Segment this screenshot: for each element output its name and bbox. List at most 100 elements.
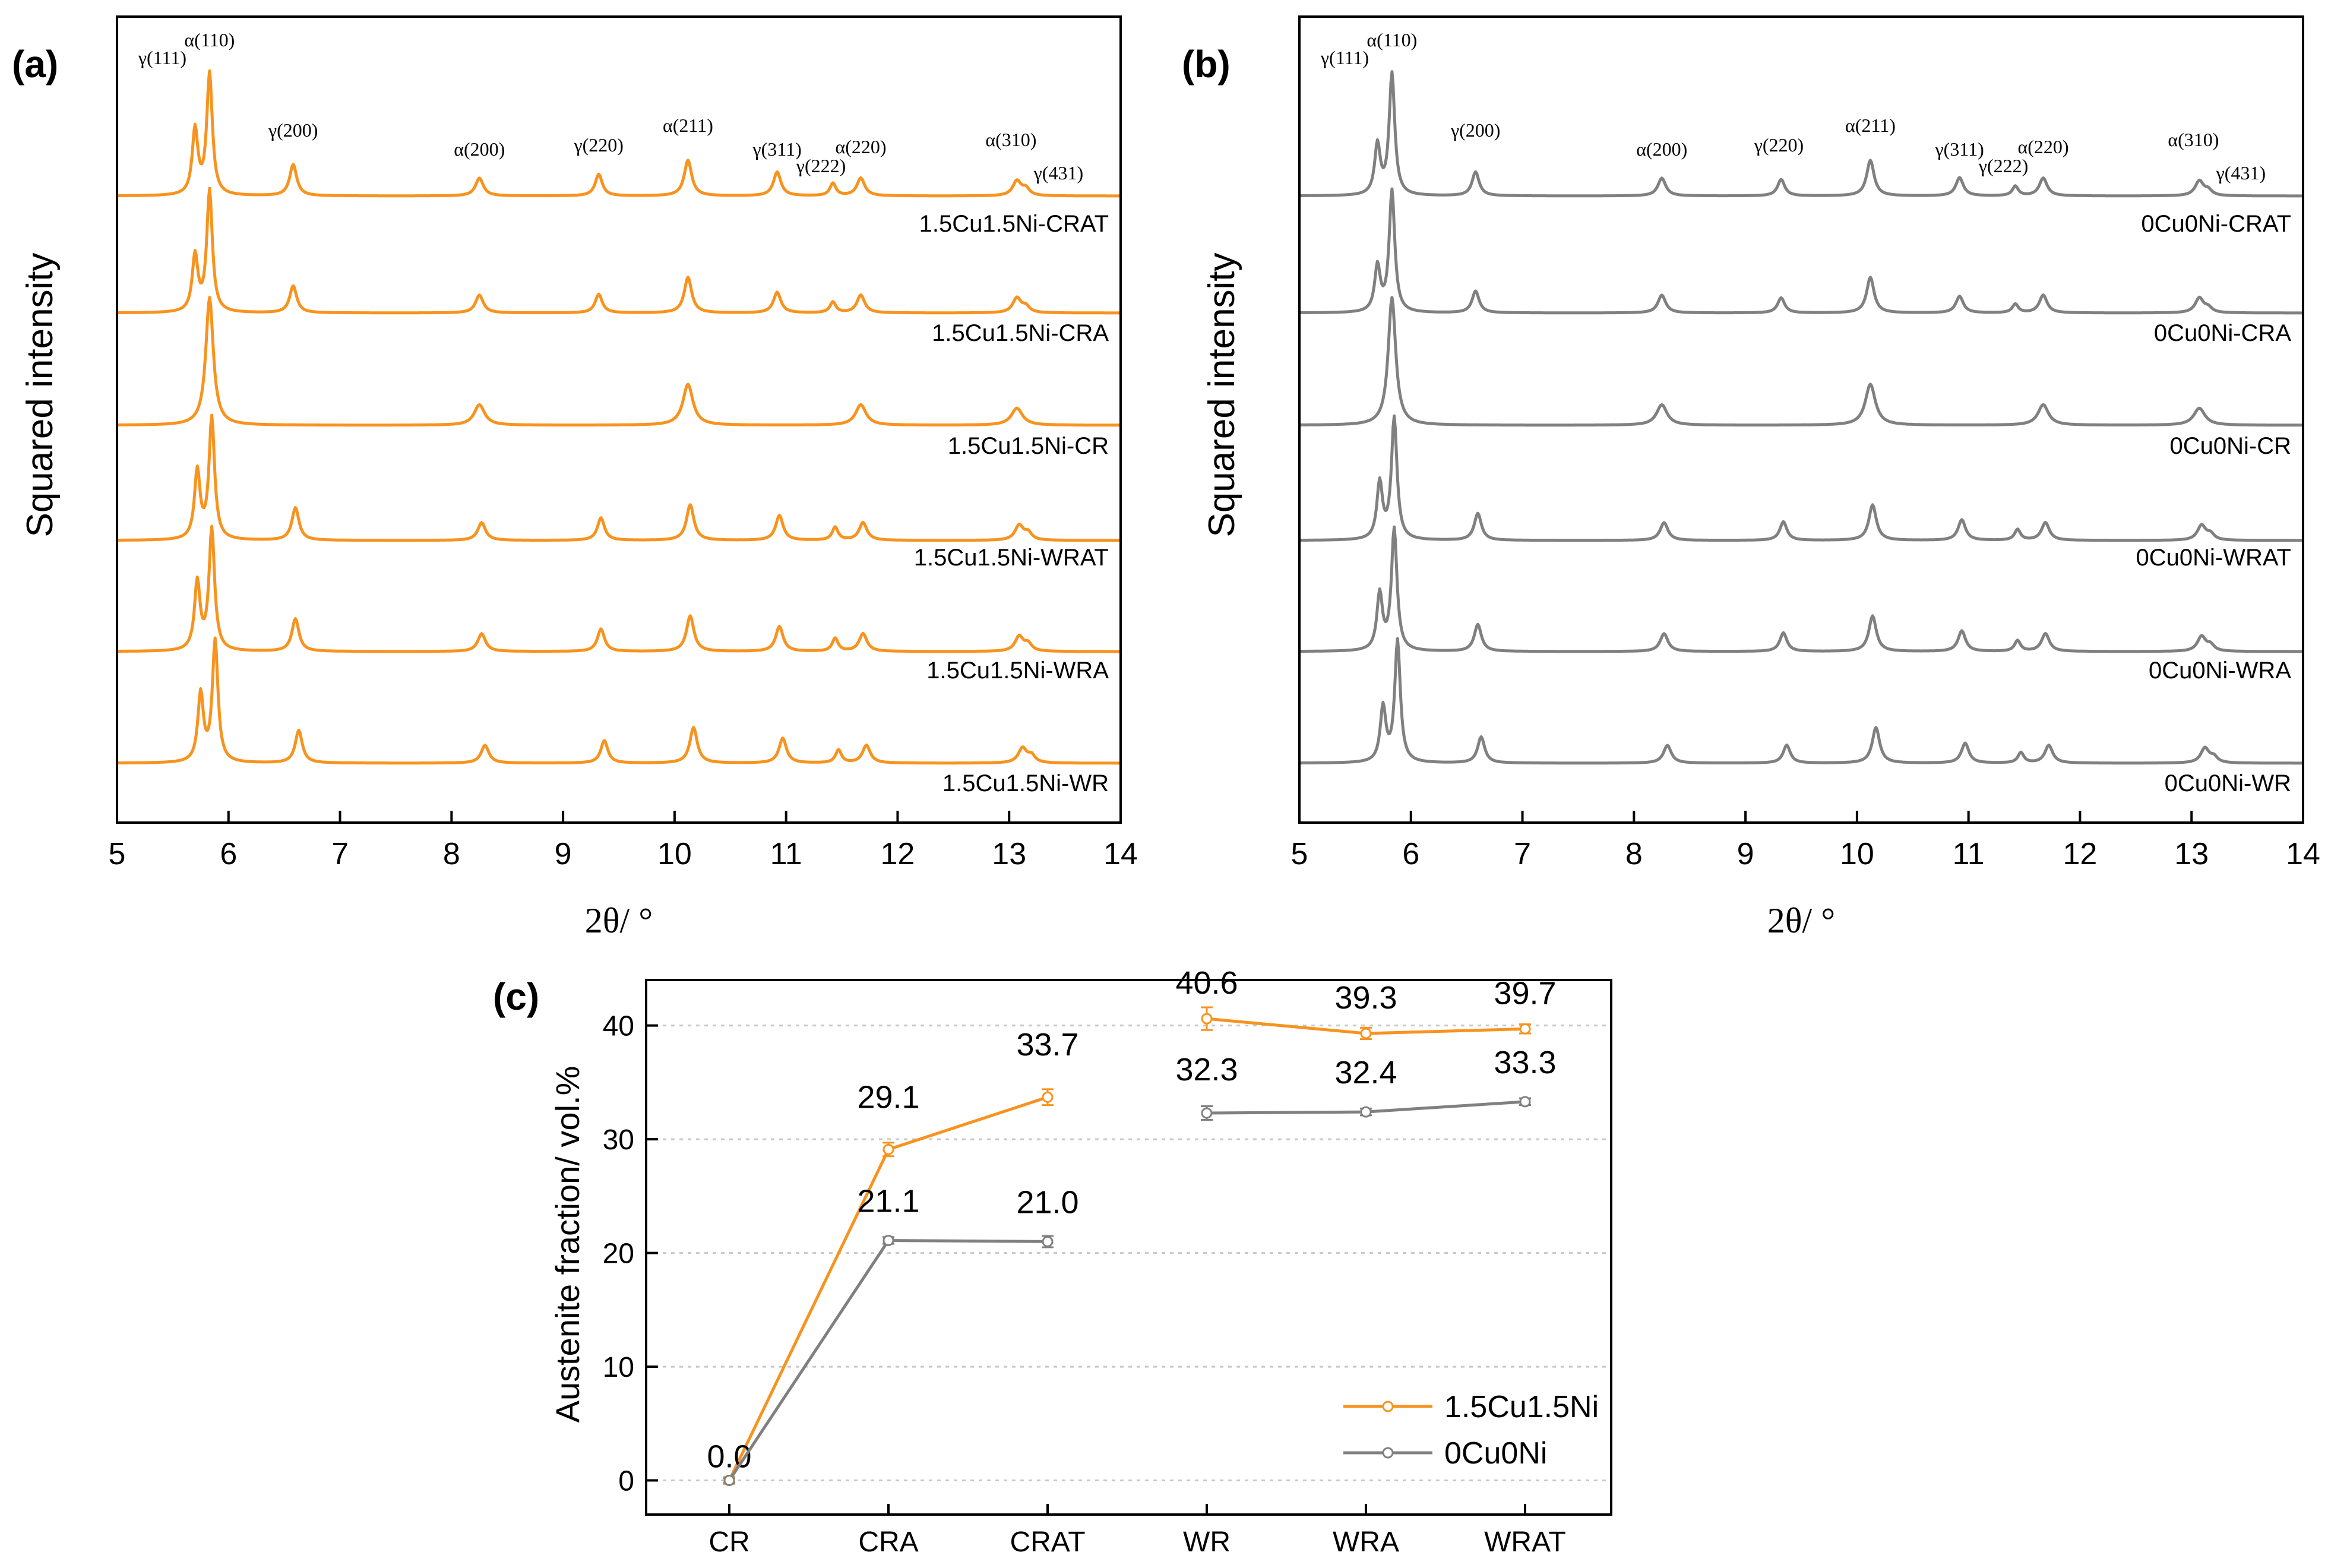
data-label: 21.0 (1016, 1184, 1078, 1220)
panel-b-frame (1298, 15, 2304, 824)
peak-label: α(110) (1367, 29, 1417, 50)
pattern-label: 1.5Cu1.5Ni-CRAT (919, 211, 1109, 237)
pattern-label: 1.5Cu1.5Ni-WR (942, 770, 1109, 796)
xrd-pattern-1.5Cu1.5Ni-WRAT (116, 413, 1121, 542)
panel-b-label: (b) (1182, 43, 1231, 86)
data-point (883, 1143, 894, 1155)
y-tick-label: 30 (603, 1124, 634, 1156)
x-tick-label: 8 (1625, 837, 1643, 871)
y-tick-label: 20 (603, 1238, 634, 1270)
x-tick-label: 14 (2286, 837, 2320, 871)
x-tick-label: 14 (1103, 837, 1138, 871)
pattern-label: 0Cu0Ni-WRA (2149, 657, 2291, 684)
data-point (1519, 1096, 1531, 1108)
panel-a-plot: 1.5Cu1.5Ni-CRAT 1.5Cu1.5Ni-CRA 1.5Cu1.5Ni-… (116, 29, 1121, 796)
xrd-pattern-1.5Cu1.5Ni-WR (116, 636, 1121, 765)
peak-label: α(110) (184, 29, 235, 50)
data-point (1360, 1106, 1372, 1118)
pattern-label: 1.5Cu1.5Ni-WRAT (914, 545, 1109, 571)
panel-c-y-axis-title: Austenite fraction/ vol.% (549, 1066, 586, 1423)
panel-a-label: (a) (12, 43, 58, 86)
pattern-label: 0Cu0Ni-CRAT (2141, 211, 2291, 237)
peak-label: γ(311) (1935, 138, 1984, 160)
x-tick-label: WRA (1333, 1526, 1399, 1558)
xrd-pattern-0Cu0Ni-CRA (1299, 187, 2304, 315)
panel-a-x-axis: 5 6 7 8 9 10 11 12 13 14 (109, 811, 1138, 871)
pattern-label: 0Cu0Ni-WRAT (2136, 545, 2291, 571)
x-tick-label: 12 (881, 837, 915, 871)
x-tick-label: 5 (109, 837, 126, 871)
panel-c-x-axis: CR CRA CRAT WR WRA WRAT (708, 1504, 1566, 1558)
xrd-pattern-0Cu0Ni-WRA (1299, 525, 2304, 653)
panel-c-gridlines (646, 1025, 1611, 1482)
data-label: 39.3 (1334, 980, 1397, 1016)
x-tick-label: 9 (1737, 837, 1754, 871)
panel-b-x-axis: 5 6 7 8 9 10 11 12 13 14 (1291, 811, 2320, 871)
peak-label: α(200) (1636, 138, 1687, 160)
xrd-pattern-0Cu0Ni-CR (1299, 296, 2304, 427)
y-tick-label: 0 (618, 1466, 634, 1497)
panel-a-y-axis-title: Squared intensity (20, 252, 61, 537)
legend-label: 0Cu0Ni (1444, 1436, 1547, 1471)
xrd-pattern-0Cu0Ni-WR (1299, 637, 2304, 765)
data-label: 29.1 (857, 1079, 919, 1115)
data-point (1042, 1091, 1054, 1103)
x-tick-label: 12 (2063, 837, 2098, 871)
peak-label: γ(111) (1320, 47, 1369, 68)
pattern-label: 1.5Cu1.5Ni-CR (948, 433, 1109, 459)
x-tick-label: CRAT (1010, 1526, 1085, 1558)
data-label: 32.3 (1175, 1052, 1238, 1088)
peak-label: α(211) (663, 115, 713, 136)
panel-a-x-axis-title: 2θ/ ° (585, 901, 653, 940)
peak-label: α(200) (454, 138, 505, 160)
x-tick-label: 13 (2174, 837, 2209, 871)
xrd-pattern-1.5Cu1.5Ni-WRA (116, 524, 1121, 653)
xrd-pattern-0Cu0Ni-CRAT (1299, 70, 2304, 198)
peak-label: γ(200) (268, 119, 318, 141)
pattern-label: 0Cu0Ni-CR (2170, 433, 2292, 459)
panel-c-y-axis: 0 10 20 30 40 (603, 1011, 658, 1497)
x-tick-label: 6 (220, 837, 237, 871)
data-label: 33.3 (1494, 1045, 1556, 1080)
x-tick-label: 7 (1514, 837, 1531, 871)
panel-b-y-axis-title: Squared intensity (1201, 252, 1242, 537)
panel-b: (b) 0Cu0Ni-CRAT 0Cu0Ni-CRA 0Cu0Ni-CR 0Cu0Ni… (1182, 15, 2320, 940)
data-point (723, 1475, 735, 1487)
legend-marker (1382, 1401, 1394, 1412)
legend-label: 1.5Cu1.5Ni (1444, 1390, 1599, 1424)
xrd-pattern-0Cu0Ni-WRAT (1299, 414, 2304, 542)
panel-c-frame (645, 979, 1612, 1516)
x-tick-label: CRA (858, 1526, 918, 1558)
peak-label: γ(111) (138, 47, 186, 68)
peak-label: α(211) (1845, 115, 1896, 136)
data-point (883, 1235, 894, 1247)
pattern-label: 0Cu0Ni-CRA (2154, 320, 2291, 346)
peak-label: γ(431) (1033, 162, 1083, 184)
peak-label: γ(311) (752, 138, 802, 160)
x-tick-label: 10 (1840, 837, 1874, 871)
data-point (1360, 1028, 1372, 1039)
data-point (1201, 1013, 1213, 1025)
peak-label: α(220) (2017, 136, 2068, 157)
x-tick-label: WR (1183, 1526, 1231, 1558)
x-tick-label: 6 (1402, 837, 1419, 871)
legend-marker (1382, 1447, 1394, 1459)
x-tick-label: 7 (331, 837, 349, 871)
panel-a-frame (116, 15, 1122, 824)
data-label: 33.7 (1016, 1027, 1078, 1063)
peak-label: γ(220) (573, 134, 623, 156)
peak-label: α(220) (835, 136, 886, 157)
data-point (1519, 1023, 1531, 1035)
x-tick-label: 11 (1953, 837, 1985, 871)
peak-label: γ(222) (1978, 155, 2028, 176)
xrd-pattern-1.5Cu1.5Ni-CR (116, 296, 1121, 427)
pattern-label: 1.5Cu1.5Ni-WRA (926, 657, 1109, 684)
x-tick-label: WRAT (1484, 1526, 1566, 1558)
x-tick-label: 11 (770, 837, 802, 871)
x-tick-label: 8 (443, 837, 460, 871)
data-label: 21.1 (857, 1184, 919, 1219)
panel-c-label: (c) (493, 975, 539, 1018)
